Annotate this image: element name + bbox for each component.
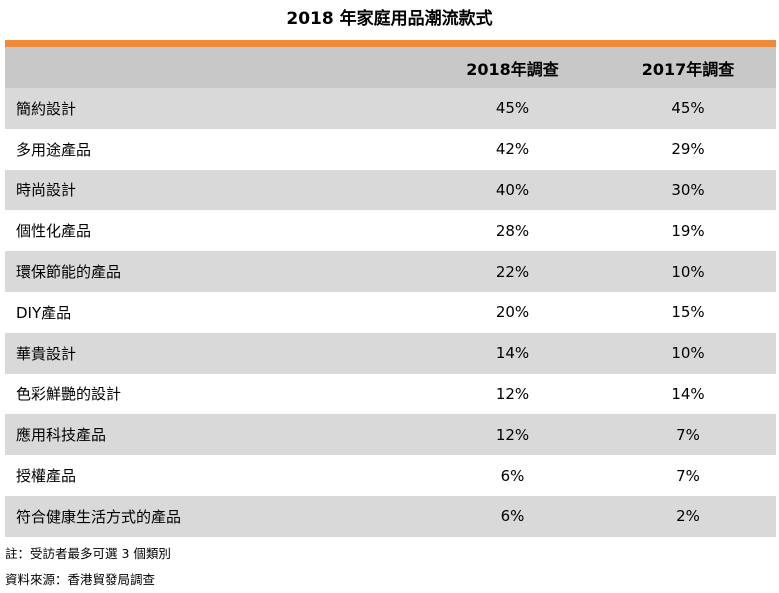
row-value-2018: 28% (495, 221, 530, 240)
row-label: 符合健康生活方式的產品 (16, 507, 182, 526)
row-value-2017: 10% (671, 262, 705, 281)
row-value-2018: 12% (495, 384, 530, 403)
row-value-2018: 14% (495, 344, 530, 363)
row-value-2017: 29% (671, 140, 705, 159)
table-row: 簡約設計 45% 45% (5, 88, 776, 129)
table-row: 多用途產品 42% 29% (5, 128, 776, 170)
table-row: 時尚設計 40% 30% (5, 169, 776, 211)
table-row: 色彩鮮艷的設計 12% 14% (5, 373, 776, 415)
footnotes: 註：受訪者最多可選 3 個類別 資料來源：香港貿發局調查 (5, 541, 171, 593)
row-value-2018: 20% (495, 303, 530, 322)
row-value-2018: 6% (500, 507, 525, 526)
header-2017: 2017年調查 (641, 59, 735, 79)
row-value-2018: 40% (495, 180, 530, 199)
source-text: 資料來源：香港貿發局調查 (5, 572, 156, 587)
table-row: 應用科技產品 12% 7% (5, 414, 776, 456)
row-value-2018: 42% (495, 140, 530, 159)
row-value-2017: 30% (671, 180, 705, 199)
table-row: DIY產品 20% 15% (5, 291, 776, 333)
row-label: DIY產品 (16, 303, 72, 322)
row-value-2017: 14% (671, 384, 705, 403)
row-label: 環保節能的產品 (16, 263, 122, 282)
row-value-2018: 12% (495, 425, 530, 444)
row-value-2018: 45% (495, 99, 530, 118)
table-row: 授權產品 6% 7% (5, 455, 776, 496)
note-text: 註：受訪者最多可選 3 個類別 (5, 546, 171, 561)
row-value-2017: 2% (676, 507, 700, 526)
row-label: 簡約設計 (16, 99, 77, 118)
row-value-2017: 10% (671, 344, 705, 363)
row-value-2017: 15% (671, 303, 705, 322)
row-value-2017: 45% (671, 99, 705, 118)
row-label: 個性化產品 (16, 222, 92, 241)
row-value-2017: 7% (676, 425, 700, 444)
header-2018: 2018年調查 (466, 59, 559, 79)
row-label: 時尚設計 (16, 181, 77, 200)
accent-bar (5, 40, 776, 47)
table-row: 華貴設計 14% 10% (5, 332, 776, 374)
row-value-2017: 7% (676, 466, 700, 485)
table-title: 2018 年家庭用品潮流款式 (286, 9, 493, 29)
row-label: 華貴設計 (16, 344, 77, 363)
trends-table: 2018年調查 2017年調查 簡約設計 45% 45% 多用途產品 42% 2… (5, 47, 776, 537)
row-label: 應用科技產品 (16, 426, 107, 445)
row-value-2017: 19% (671, 221, 705, 240)
table-row: 環保節能的產品 22% 10% (5, 251, 776, 292)
row-label: 多用途產品 (16, 140, 92, 159)
table-row: 個性化產品 28% 19% (5, 210, 776, 252)
table-header-row: 2018年調查 2017年調查 (5, 47, 776, 88)
row-label: 授權產品 (16, 467, 77, 486)
row-label: 色彩鮮艷的設計 (16, 385, 122, 404)
row-value-2018: 22% (495, 262, 530, 281)
table-row: 符合健康生活方式的產品 6% 2% (5, 495, 776, 537)
row-value-2018: 6% (500, 466, 525, 485)
